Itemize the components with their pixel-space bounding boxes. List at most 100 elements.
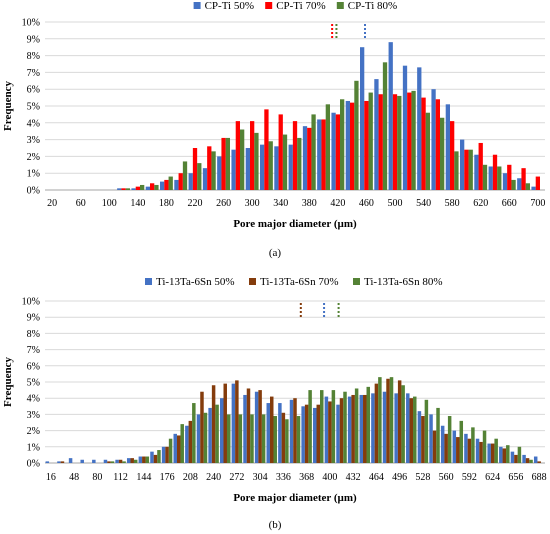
bar	[220, 398, 224, 463]
bar	[407, 92, 412, 190]
bar	[145, 186, 150, 190]
bar	[464, 433, 468, 463]
legend-item: Ti-13Ta-6Sn 80%	[353, 276, 443, 288]
x-tick-label: 20	[47, 198, 57, 209]
bar	[173, 433, 177, 463]
bar	[459, 420, 464, 463]
bar	[245, 148, 250, 190]
bar	[254, 391, 259, 463]
series-cp-ti-70-	[121, 92, 540, 190]
legend: Ti-13Ta-6Sn 50% Ti-13Ta-6Sn 70% Ti-13Ta-6S…	[145, 276, 443, 288]
legend-item: Ti-13Ta-6Sn 70%	[249, 276, 339, 288]
legend-swatch	[145, 278, 152, 285]
bar	[502, 448, 507, 463]
y-tick-label: 4%	[27, 394, 40, 405]
bar	[178, 173, 183, 190]
bar	[378, 377, 382, 463]
bar	[107, 461, 111, 463]
series-cp-ti-80-	[125, 62, 530, 190]
x-tick-label: 260	[216, 198, 231, 209]
legend-swatch	[249, 278, 256, 285]
x-tick-label: 380	[302, 198, 317, 209]
bar	[196, 414, 201, 463]
bar	[374, 79, 379, 190]
bar	[368, 92, 373, 190]
bar	[488, 166, 493, 190]
bar	[417, 411, 422, 463]
bar	[468, 149, 473, 190]
bar	[192, 403, 196, 463]
bar	[343, 391, 347, 463]
x-tick-label: 660	[502, 198, 517, 209]
y-tick-label: 9%	[27, 34, 40, 45]
bar	[320, 390, 324, 463]
bar	[211, 151, 216, 190]
y-tick-label: 8%	[27, 51, 40, 62]
x-tick-label: 300	[245, 198, 260, 209]
bar	[225, 137, 230, 190]
bar	[482, 430, 487, 463]
x-tick-label: 208	[183, 472, 198, 483]
y-tick-label: 10%	[22, 18, 40, 29]
bar	[401, 385, 405, 463]
bar	[122, 461, 126, 463]
bar	[411, 90, 416, 190]
bar	[421, 416, 425, 463]
y-tick-label: 1%	[27, 442, 40, 453]
series-cp-ti-50-	[117, 42, 536, 191]
bar	[499, 446, 503, 463]
bar	[164, 179, 169, 190]
bar	[208, 407, 212, 463]
bar	[304, 404, 309, 463]
y-tick-label: 3%	[27, 410, 40, 421]
bar	[307, 127, 312, 190]
x-tick-label: 592	[462, 472, 477, 483]
bar	[301, 406, 305, 463]
bar	[226, 414, 231, 463]
bar	[153, 454, 158, 463]
y-tick-label: 7%	[27, 345, 40, 356]
bar	[185, 425, 189, 463]
bar	[482, 164, 488, 190]
bar	[176, 435, 181, 463]
bar	[203, 412, 208, 463]
bar	[117, 188, 122, 190]
bar	[92, 459, 96, 463]
x-tick-label: 580	[445, 198, 460, 209]
bar	[235, 380, 239, 463]
x-tick-label: 432	[346, 472, 361, 483]
legend-label: CP-Ti 70%	[276, 0, 325, 12]
bar	[110, 461, 115, 463]
bar	[278, 114, 283, 190]
legend-item: CP-Ti 50%	[193, 0, 254, 12]
bar	[436, 407, 440, 463]
bar	[278, 403, 282, 463]
bar	[154, 184, 159, 190]
x-tick-label: 140	[130, 198, 145, 209]
bar	[135, 186, 140, 190]
bar	[397, 95, 402, 190]
bar	[374, 383, 379, 463]
bar	[467, 438, 472, 463]
bar	[160, 181, 165, 190]
bar	[238, 414, 243, 463]
bar	[57, 461, 61, 463]
x-tick-label: 304	[253, 472, 268, 483]
bar	[447, 416, 452, 463]
x-tick-label: 60	[76, 198, 86, 209]
y-tick-label: 8%	[27, 329, 40, 340]
bar	[231, 383, 236, 463]
x-tick-label: 560	[439, 472, 454, 483]
bar	[507, 164, 512, 190]
y-tick-label: 7%	[27, 68, 40, 79]
y-axis-title: Frequency	[2, 81, 14, 131]
legend-item: CP-Ti 80%	[336, 0, 397, 12]
bar	[502, 173, 508, 190]
bar	[60, 461, 65, 463]
bar	[494, 438, 498, 463]
bar	[80, 459, 84, 463]
x-tick-label: 688	[532, 472, 547, 483]
bar	[215, 404, 219, 463]
bar	[350, 102, 355, 190]
